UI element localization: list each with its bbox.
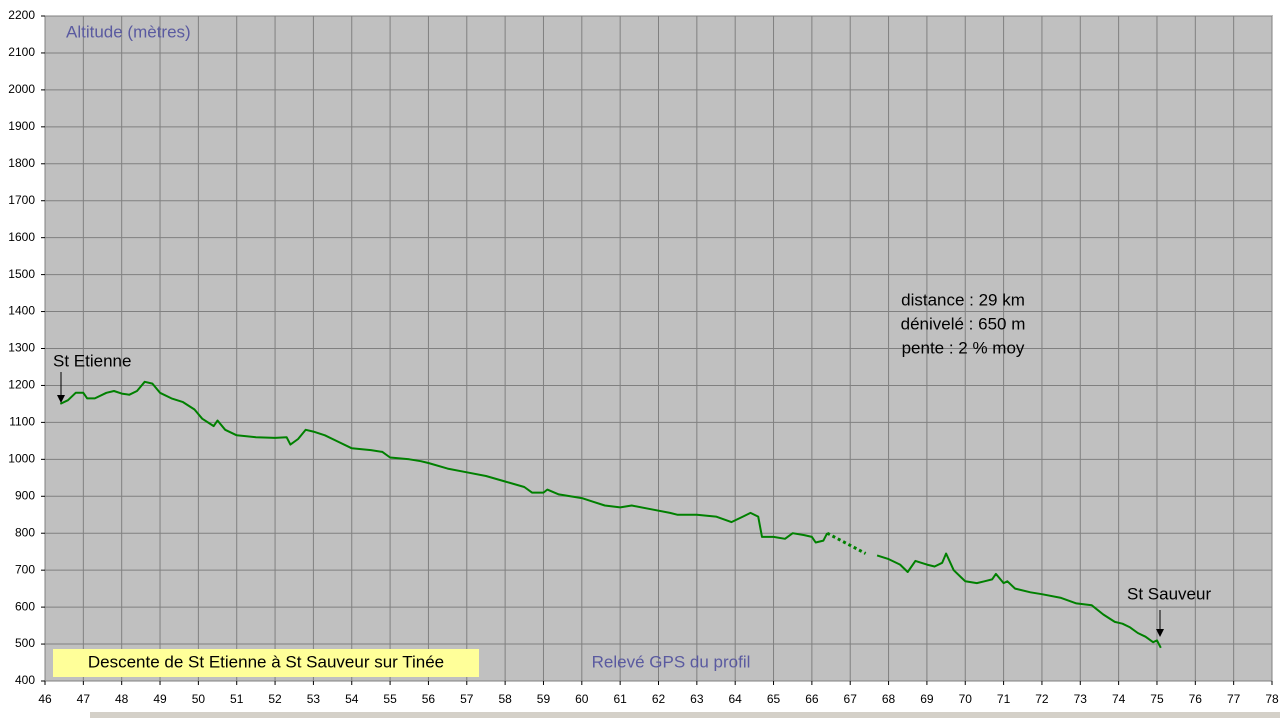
x-tick-label: 72 [1035,692,1049,706]
y-tick-label: 1900 [8,119,35,133]
x-tick-label: 50 [192,692,206,706]
annotation: St Sauveur [1127,584,1211,603]
x-tick-label: 73 [1074,692,1088,706]
y-tick-label: 600 [15,599,35,613]
y-tick-label: 2100 [8,45,35,59]
x-tick-label: 46 [38,692,52,706]
y-tick-label: 1400 [8,304,35,318]
x-tick-label: 57 [460,692,474,706]
y-tick-label: 2000 [8,82,35,96]
arrow-head [1156,629,1164,637]
x-tick-label: 78 [1265,692,1279,706]
y-tick-label: 1800 [8,156,35,170]
y-axis-label: Altitude (mètres) [66,22,191,41]
scroll-strip [90,712,1280,718]
stat: dénivelé : 650 m [901,314,1026,333]
y-tick-label: 1600 [8,230,35,244]
x-tick-label: 66 [805,692,819,706]
y-tick-label: 700 [15,562,35,576]
x-tick-label: 62 [652,692,666,706]
x-tick-label: 67 [844,692,858,706]
x-tick-label: 56 [422,692,436,706]
x-tick-label: 54 [345,692,359,706]
y-tick-label: 900 [15,488,35,502]
x-tick-label: 71 [997,692,1011,706]
x-tick-label: 51 [230,692,244,706]
x-tick-label: 64 [729,692,743,706]
x-tick-label: 76 [1189,692,1203,706]
y-tick-label: 400 [15,673,35,687]
arrow-head [57,395,65,403]
x-tick-label: 58 [498,692,512,706]
title-box [53,649,479,677]
x-tick-label: 48 [115,692,129,706]
stat: distance : 29 km [901,290,1025,309]
x-tick-label: 75 [1150,692,1164,706]
line-series [59,380,1162,649]
x-tick-label: 70 [959,692,973,706]
x-tick-label: 65 [767,692,781,706]
stat: pente : 2 % moy [902,338,1025,357]
subtitle: Relevé GPS du profil [592,652,751,671]
y-tick-label: 1300 [8,341,35,355]
x-tick-label: 53 [307,692,321,706]
x-tick-label: 74 [1112,692,1126,706]
y-tick-label: 2200 [8,8,35,22]
x-tick-label: 69 [920,692,934,706]
grid [44,15,1273,682]
y-tick-label: 1100 [9,415,35,429]
x-tick-label: 68 [882,692,896,706]
x-tick-label: 47 [77,692,91,706]
y-tick-label: 500 [15,636,35,650]
y-tick-label: 1500 [8,267,35,281]
x-tick-label: 63 [690,692,704,706]
chart-title: Descente de St Etienne à St Sauveur sur … [88,652,444,671]
lines [59,380,1162,649]
x-tick-label: 60 [575,692,589,706]
x-tick-label: 55 [383,692,397,706]
line-series [826,531,867,555]
x-tick-label: 61 [613,692,627,706]
y-tick-label: 800 [15,525,35,539]
x-tick-label: 52 [268,692,282,706]
y-tick-label: 1700 [8,193,35,207]
x-tick-label: 49 [153,692,167,706]
x-tick-label: 59 [537,692,551,706]
y-tick-label: 1000 [8,452,35,466]
annotation: St Etienne [53,351,131,370]
x-tick-label: 77 [1227,692,1241,706]
y-tick-label: 1200 [8,378,35,392]
